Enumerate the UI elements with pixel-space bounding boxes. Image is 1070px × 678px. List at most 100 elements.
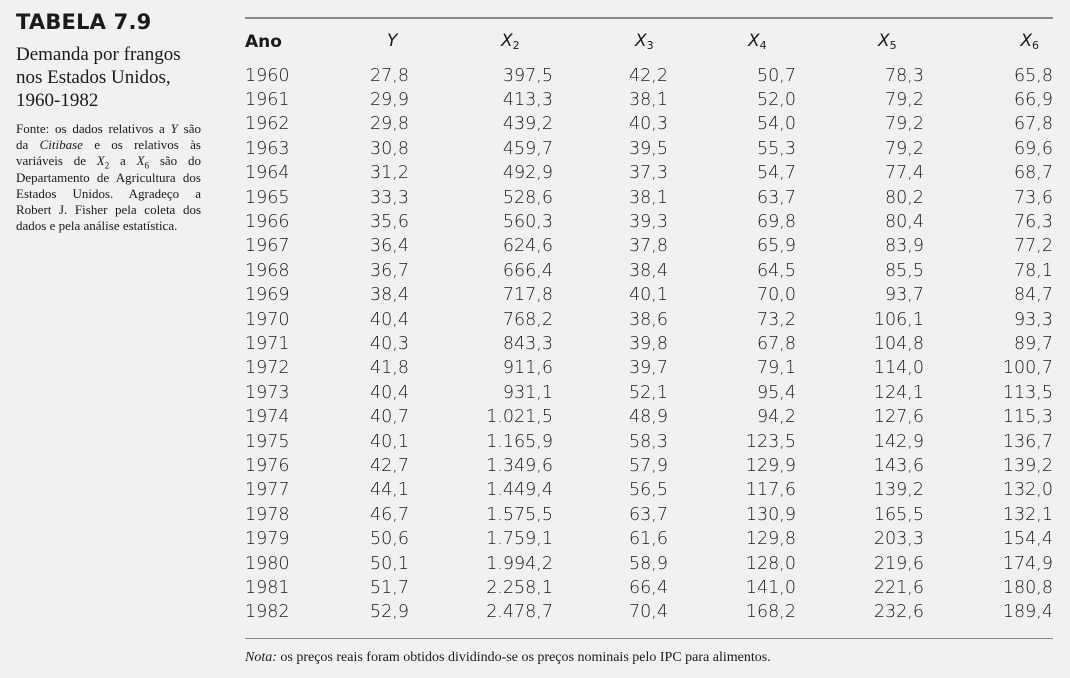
table-row: 1967 36,4 624,6 37,8 65,9 83,9 77,2 — [245, 234, 1053, 258]
cell-year: 1966 — [245, 211, 290, 232]
cell-x5: 165,5 — [873, 504, 924, 525]
table-sidebar: TABELA 7.9 Demanda por frangos nos Estad… — [16, 8, 201, 234]
cell-x2: 439,2 — [502, 114, 553, 135]
cell-y: 40,3 — [370, 333, 409, 354]
cell-x2: 1.994,2 — [486, 553, 553, 574]
cell-x2: 624,6 — [502, 236, 553, 257]
cell-x2: 492,9 — [502, 163, 553, 184]
cell-year: 1972 — [245, 358, 290, 379]
top-rule — [245, 17, 1053, 19]
cell-x5: 93,7 — [885, 285, 924, 306]
cell-x2: 931,1 — [502, 382, 553, 403]
cell-x2: 911,6 — [502, 358, 553, 379]
cell-x6: 132,0 — [1002, 480, 1053, 501]
table-row: 1968 36,7 666,4 38,4 64,5 85,5 78,1 — [245, 259, 1053, 283]
cell-x5: 83,9 — [885, 236, 924, 257]
cell-y: 51,7 — [370, 578, 409, 599]
cell-x3: 42,2 — [629, 65, 668, 86]
cell-year: 1974 — [245, 407, 290, 428]
cell-year: 1962 — [245, 114, 290, 135]
cell-x5: 142,9 — [873, 431, 924, 452]
cell-x3: 40,3 — [629, 114, 668, 135]
cell-year: 1960 — [245, 65, 290, 86]
table-caption: Demanda por frangos nos Estados Unidos, … — [16, 44, 181, 111]
cell-x5: 79,2 — [885, 138, 924, 159]
cell-x4: 168,2 — [745, 602, 796, 623]
cell-x4: 117,6 — [745, 480, 796, 501]
cell-y: 40,4 — [370, 309, 409, 330]
cell-year: 1968 — [245, 260, 290, 281]
cell-x5: 79,2 — [885, 89, 924, 110]
table-row: 1976 42,7 1.349,6 57,9 129,9 143,6 139,2 — [245, 454, 1053, 478]
source-note: Fonte: os dados relativos a Y são da Cit… — [16, 121, 201, 234]
table-footnote: Nota: os preços reais foram obtidos divi… — [245, 650, 771, 666]
cell-x6: 76,3 — [1014, 211, 1053, 232]
cell-x2: 843,3 — [502, 333, 553, 354]
cell-x5: 114,0 — [873, 358, 924, 379]
cell-x6: 115,3 — [1002, 407, 1053, 428]
bottom-rule — [245, 637, 1053, 640]
cell-x4: 54,0 — [757, 114, 796, 135]
cell-x4: 141,0 — [745, 578, 796, 599]
table-row: 1963 30,8 459,7 39,5 55,3 79,2 69,6 — [245, 137, 1053, 161]
cell-x2: 1.759,1 — [486, 529, 553, 550]
cell-x5: 106,1 — [873, 309, 924, 330]
cell-year: 1980 — [245, 553, 290, 574]
cell-x3: 66,4 — [629, 578, 668, 599]
header-x2: X2 — [501, 31, 520, 52]
cell-x6: 113,5 — [1002, 382, 1053, 403]
cell-x5: 232,6 — [873, 602, 924, 623]
cell-x3: 63,7 — [629, 504, 668, 525]
cell-y: 36,4 — [370, 236, 409, 257]
table-row: 1978 46,7 1.575,5 63,7 130,9 165,5 132,1 — [245, 503, 1053, 527]
cell-x2: 560,3 — [502, 211, 553, 232]
table-row: 1981 51,7 2.258,1 66,4 141,0 221,6 180,8 — [245, 576, 1053, 600]
cell-x6: 84,7 — [1014, 285, 1053, 306]
cell-x3: 37,8 — [629, 236, 668, 257]
table-row: 1973 40,4 931,1 52,1 95,4 124,1 113,5 — [245, 381, 1053, 405]
table-row: 1972 41,8 911,6 39,7 79,1 114,0 100,7 — [245, 356, 1053, 380]
cell-year: 1964 — [245, 163, 290, 184]
cell-x6: 65,8 — [1014, 65, 1053, 86]
cell-year: 1971 — [245, 333, 290, 354]
cell-x3: 58,3 — [629, 431, 668, 452]
cell-x4: 69,8 — [757, 211, 796, 232]
cell-x5: 127,6 — [873, 407, 924, 428]
cell-y: 40,4 — [370, 382, 409, 403]
cell-x2: 413,3 — [502, 89, 553, 110]
cell-x3: 39,8 — [629, 333, 668, 354]
header-ano: Ano — [245, 31, 282, 52]
cell-y: 50,1 — [370, 553, 409, 574]
cell-x2: 666,4 — [502, 260, 553, 281]
table-row: 1970 40,4 768,2 38,6 73,2 106,1 93,3 — [245, 308, 1053, 332]
cell-x5: 143,6 — [873, 456, 924, 476]
cell-x6: 180,8 — [1002, 578, 1053, 599]
cell-x4: 52,0 — [757, 89, 796, 110]
cell-y: 38,4 — [370, 285, 409, 306]
cell-y: 29,8 — [370, 114, 409, 135]
header-y: Y — [387, 31, 398, 51]
cell-x3: 61,6 — [629, 529, 668, 550]
cell-x4: 55,3 — [757, 138, 796, 159]
table-number: TABELA 7.9 — [16, 10, 152, 34]
cell-x6: 139,2 — [1002, 456, 1053, 476]
header-x3: X3 — [635, 31, 654, 52]
cell-y: 41,8 — [370, 358, 409, 379]
cell-x4: 54,7 — [757, 163, 796, 184]
cell-x5: 80,2 — [885, 187, 924, 208]
cell-x4: 73,2 — [757, 309, 796, 330]
cell-x6: 67,8 — [1014, 114, 1053, 135]
table-row: 1960 27,8 397,5 42,2 50,7 78,3 65,8 — [245, 64, 1053, 88]
table-row: 1961 29,9 413,3 38,1 52,0 79,2 66,9 — [245, 88, 1053, 112]
cell-x6: 68,7 — [1014, 163, 1053, 184]
cell-y: 44,1 — [370, 480, 409, 501]
cell-x5: 124,1 — [873, 382, 924, 403]
cell-year: 1961 — [245, 89, 290, 110]
table-row: 1975 40,1 1.165,9 58,3 123,5 142,9 136,7 — [245, 430, 1053, 454]
cell-x6: 174,9 — [1002, 553, 1053, 574]
cell-x3: 40,1 — [629, 285, 668, 306]
cell-x5: 78,3 — [885, 65, 924, 86]
cell-x3: 39,5 — [629, 138, 668, 159]
cell-x6: 189,4 — [1002, 602, 1053, 623]
cell-x2: 397,5 — [502, 65, 553, 86]
